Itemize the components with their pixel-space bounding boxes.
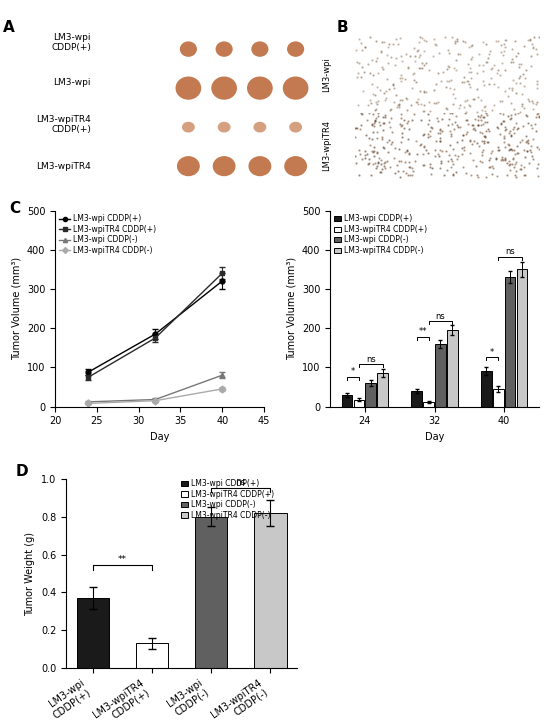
Bar — [447, 330, 458, 407]
Ellipse shape — [283, 77, 308, 99]
Ellipse shape — [218, 123, 230, 132]
Ellipse shape — [290, 123, 301, 132]
Ellipse shape — [285, 157, 306, 176]
Ellipse shape — [254, 123, 266, 132]
Y-axis label: Tumor Weight (g): Tumor Weight (g) — [25, 531, 35, 616]
Bar — [377, 373, 388, 407]
Legend: LM3-wpi CDDP(+), LM3-wpiTR4 CDDP(+), LM3-wpi CDDP(-), LM3-wpiTR4 CDDP(-): LM3-wpi CDDP(+), LM3-wpiTR4 CDDP(+), LM3… — [181, 479, 274, 520]
Bar — [195, 517, 227, 668]
Ellipse shape — [212, 77, 236, 99]
Y-axis label: Tumor Volume (mm³): Tumor Volume (mm³) — [286, 257, 296, 360]
Text: ns: ns — [235, 478, 246, 486]
Ellipse shape — [252, 42, 268, 56]
X-axis label: Day: Day — [425, 432, 444, 442]
Text: ns: ns — [505, 247, 515, 256]
Text: *: * — [490, 348, 494, 356]
Ellipse shape — [249, 157, 271, 176]
Text: LM3-wpi: LM3-wpi — [53, 78, 91, 87]
Text: B: B — [337, 20, 349, 35]
Text: A: A — [3, 20, 15, 35]
Ellipse shape — [178, 157, 199, 176]
Legend: LM3-wpi CDDP(+), LM3-wpiTR4 CDDP(+), LM3-wpi CDDP(-), LM3-wpiTR4 CDDP(-): LM3-wpi CDDP(+), LM3-wpiTR4 CDDP(+), LM3… — [59, 214, 156, 255]
Ellipse shape — [176, 77, 201, 99]
Ellipse shape — [213, 157, 235, 176]
Bar — [411, 391, 422, 407]
Text: LM3-wpiTR4: LM3-wpiTR4 — [36, 162, 91, 171]
Text: LM3-wpi
CDDP(+): LM3-wpi CDDP(+) — [51, 33, 91, 52]
Bar — [365, 383, 376, 407]
Text: LM3-wpiTR4: LM3-wpiTR4 — [323, 120, 332, 171]
Text: D: D — [15, 464, 28, 479]
Bar — [516, 269, 527, 407]
Bar — [493, 389, 504, 407]
Text: **: ** — [419, 327, 427, 336]
Bar — [76, 598, 109, 668]
Bar — [481, 371, 492, 407]
Ellipse shape — [183, 123, 194, 132]
Bar — [505, 277, 515, 407]
Text: ns: ns — [366, 355, 376, 364]
Ellipse shape — [216, 42, 232, 56]
Bar — [254, 513, 287, 668]
Text: **: ** — [118, 555, 127, 564]
Bar — [435, 344, 446, 407]
Text: C: C — [9, 201, 20, 216]
Ellipse shape — [248, 77, 272, 99]
Bar — [136, 643, 168, 668]
X-axis label: Day: Day — [150, 432, 169, 442]
Legend: LM3-wpi CDDP(+), LM3-wpiTR4 CDDP(+), LM3-wpi CDDP(-), LM3-wpiTR4 CDDP(-): LM3-wpi CDDP(+), LM3-wpiTR4 CDDP(+), LM3… — [334, 214, 427, 255]
Ellipse shape — [288, 42, 304, 56]
Ellipse shape — [180, 42, 196, 56]
Text: LM3-wpiTR4
CDDP(+): LM3-wpiTR4 CDDP(+) — [36, 115, 91, 134]
Text: LM3-wpi: LM3-wpi — [323, 57, 332, 92]
Text: ns: ns — [436, 311, 446, 321]
Bar — [424, 402, 434, 407]
Y-axis label: Tumor Volume (mm³): Tumor Volume (mm³) — [11, 257, 21, 360]
Text: *: * — [351, 367, 355, 376]
Bar — [342, 395, 353, 407]
Bar — [354, 399, 364, 407]
